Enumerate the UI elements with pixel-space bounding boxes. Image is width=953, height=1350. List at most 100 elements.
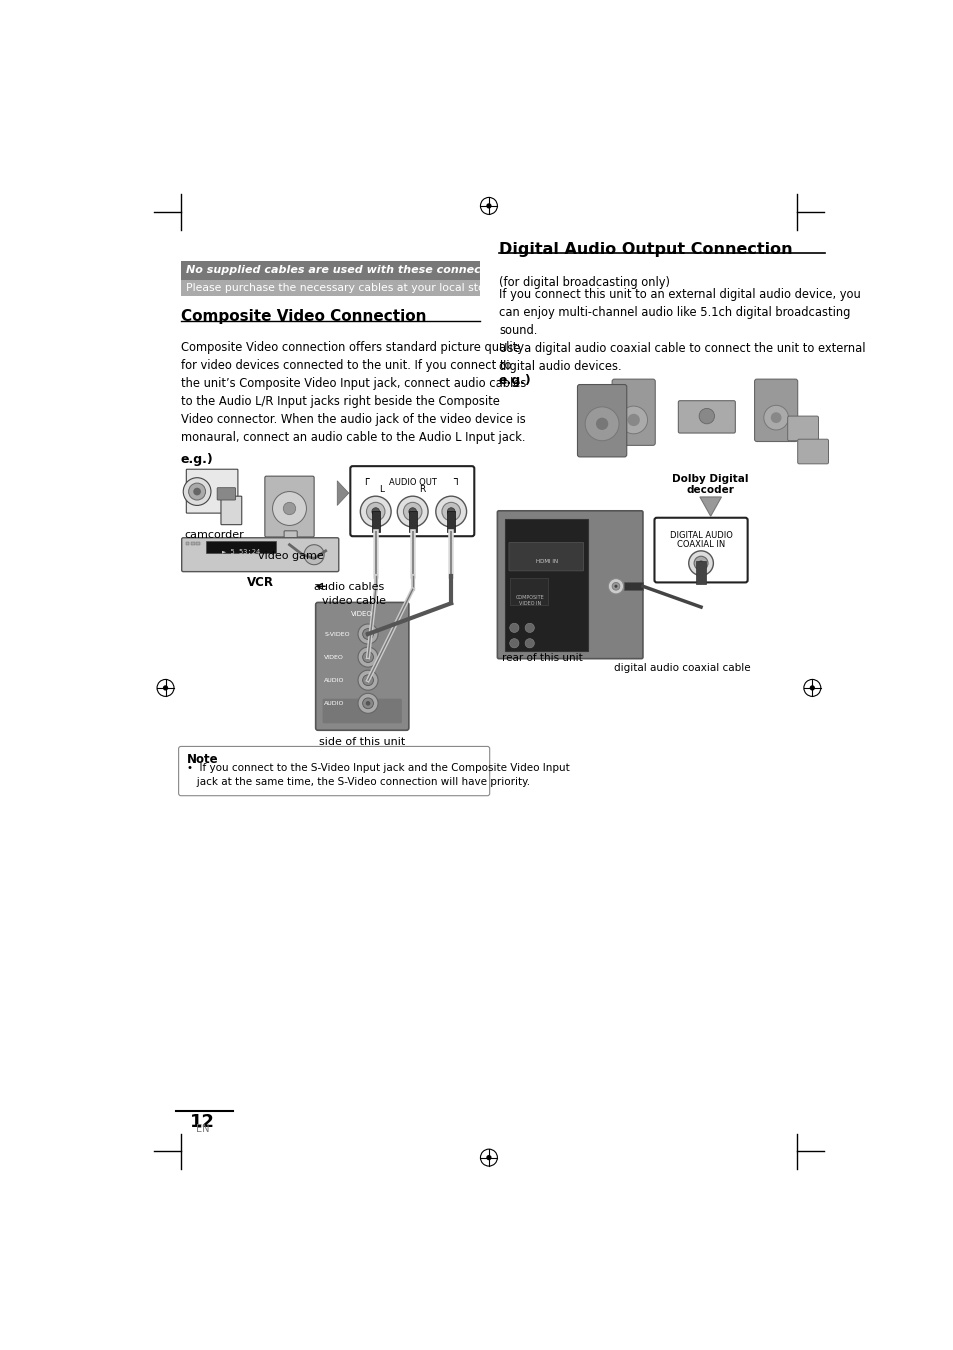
FancyBboxPatch shape xyxy=(315,602,409,730)
Text: Composite Video Connection: Composite Video Connection xyxy=(181,309,426,324)
FancyBboxPatch shape xyxy=(497,510,642,659)
Circle shape xyxy=(357,647,377,667)
Bar xyxy=(206,541,275,554)
FancyBboxPatch shape xyxy=(350,466,474,536)
Circle shape xyxy=(362,652,373,663)
FancyBboxPatch shape xyxy=(181,537,338,571)
Circle shape xyxy=(273,491,306,525)
Text: AUDIO: AUDIO xyxy=(324,678,344,683)
Circle shape xyxy=(409,508,416,516)
Circle shape xyxy=(441,502,460,521)
Bar xyxy=(504,518,588,651)
Bar xyxy=(409,510,416,532)
Circle shape xyxy=(612,582,619,590)
Text: S-VIDEO: S-VIDEO xyxy=(324,632,350,636)
Circle shape xyxy=(365,678,370,683)
Text: VCR: VCR xyxy=(247,576,274,589)
Text: Digital Audio Output Connection: Digital Audio Output Connection xyxy=(498,242,792,256)
Text: side of this unit: side of this unit xyxy=(319,737,405,747)
Circle shape xyxy=(183,478,211,505)
Circle shape xyxy=(524,639,534,648)
Circle shape xyxy=(372,508,379,516)
Circle shape xyxy=(694,556,707,570)
Bar xyxy=(181,261,479,279)
Circle shape xyxy=(596,417,608,429)
Text: Dolby Digital: Dolby Digital xyxy=(672,474,748,483)
Text: ┐: ┐ xyxy=(453,475,459,485)
Circle shape xyxy=(365,701,370,706)
Text: VIDEO: VIDEO xyxy=(324,655,344,660)
Text: VIDEO: VIDEO xyxy=(351,612,373,617)
Circle shape xyxy=(304,544,324,564)
Circle shape xyxy=(688,551,713,575)
Bar xyxy=(196,541,200,545)
FancyBboxPatch shape xyxy=(221,497,241,525)
Text: COAXIAL IN: COAXIAL IN xyxy=(677,540,724,549)
FancyBboxPatch shape xyxy=(322,699,401,724)
Bar xyxy=(372,510,379,532)
Text: e.g.): e.g.) xyxy=(498,374,531,386)
Circle shape xyxy=(524,624,534,632)
FancyBboxPatch shape xyxy=(265,477,314,537)
Text: video game: video game xyxy=(258,551,324,560)
Polygon shape xyxy=(700,497,720,516)
FancyBboxPatch shape xyxy=(754,379,797,441)
Circle shape xyxy=(436,497,466,526)
FancyBboxPatch shape xyxy=(178,747,489,795)
Text: HDMI IN: HDMI IN xyxy=(535,559,558,563)
Text: AUDIO: AUDIO xyxy=(324,701,344,706)
Circle shape xyxy=(699,409,714,424)
Circle shape xyxy=(584,406,618,440)
Circle shape xyxy=(357,694,377,713)
Polygon shape xyxy=(336,481,349,505)
Bar xyxy=(191,541,194,545)
Bar xyxy=(509,578,548,605)
Bar xyxy=(447,510,455,532)
Text: video cable: video cable xyxy=(321,595,385,606)
Circle shape xyxy=(763,405,787,429)
Circle shape xyxy=(509,639,518,648)
Text: AUDIO OUT: AUDIO OUT xyxy=(389,478,436,487)
Circle shape xyxy=(366,502,385,521)
Text: rear of this unit: rear of this unit xyxy=(501,653,582,663)
FancyBboxPatch shape xyxy=(284,531,297,548)
Circle shape xyxy=(283,502,295,514)
Circle shape xyxy=(362,698,373,709)
Text: digital audio coaxial cable: digital audio coaxial cable xyxy=(614,663,750,674)
Text: Composite Video connection offers standard picture quality
for video devices con: Composite Video connection offers standa… xyxy=(181,340,526,444)
Text: camcorder: camcorder xyxy=(184,531,244,540)
Text: ┌: ┌ xyxy=(361,475,368,485)
Circle shape xyxy=(365,632,370,636)
Bar xyxy=(696,560,705,585)
Text: If you connect this unit to an external digital audio device, you
can enjoy mult: If you connect this unit to an external … xyxy=(498,288,864,373)
FancyBboxPatch shape xyxy=(217,487,235,500)
Circle shape xyxy=(360,497,391,526)
Text: decoder: decoder xyxy=(686,485,734,494)
Circle shape xyxy=(163,686,168,690)
Circle shape xyxy=(627,414,639,427)
Circle shape xyxy=(619,406,647,433)
Text: ► 5 53:24: ► 5 53:24 xyxy=(222,548,260,555)
Circle shape xyxy=(770,412,781,423)
Bar xyxy=(185,541,190,545)
FancyBboxPatch shape xyxy=(654,518,747,582)
Text: COMPOSITE
VIDEO IN: COMPOSITE VIDEO IN xyxy=(515,595,543,606)
Text: Please purchase the necessary cables at your local store.: Please purchase the necessary cables at … xyxy=(186,284,499,293)
Text: e.g.): e.g.) xyxy=(181,454,213,466)
FancyBboxPatch shape xyxy=(577,385,626,456)
Circle shape xyxy=(486,204,491,208)
Circle shape xyxy=(403,502,421,521)
FancyBboxPatch shape xyxy=(186,470,237,513)
Text: L: L xyxy=(379,486,384,494)
Circle shape xyxy=(362,675,373,686)
FancyBboxPatch shape xyxy=(787,416,818,440)
Bar xyxy=(623,582,642,590)
Text: EN: EN xyxy=(195,1125,209,1134)
Text: audio cables: audio cables xyxy=(314,582,384,591)
FancyBboxPatch shape xyxy=(678,401,735,433)
Text: •  If you connect to the S-Video Input jack and the Composite Video Input
   jac: • If you connect to the S-Video Input ja… xyxy=(187,763,569,787)
Circle shape xyxy=(698,560,703,566)
Bar xyxy=(181,279,479,296)
Circle shape xyxy=(357,670,377,690)
FancyBboxPatch shape xyxy=(508,543,583,571)
